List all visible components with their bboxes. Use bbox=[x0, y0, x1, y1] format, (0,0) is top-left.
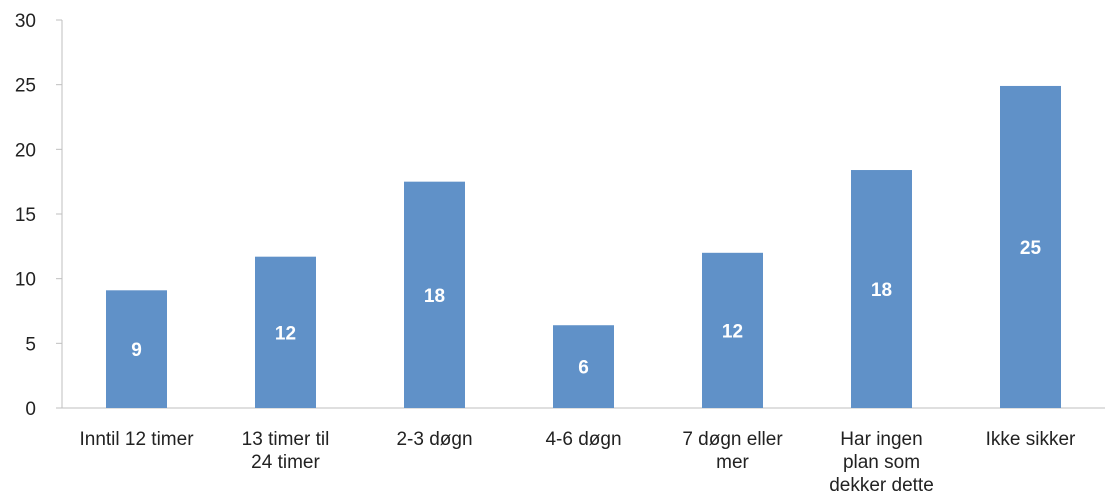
x-tick-label-line: Inntil 12 timer bbox=[79, 429, 194, 450]
data-label: 6 bbox=[578, 358, 589, 379]
y-tick-label: 20 bbox=[15, 140, 36, 161]
bar bbox=[404, 181, 465, 408]
bar bbox=[851, 170, 912, 408]
data-label: 12 bbox=[275, 323, 296, 344]
x-tick-label-line: Ikke sikker bbox=[986, 429, 1076, 450]
x-tick-label-line: 4-6 døgn bbox=[545, 429, 621, 450]
x-tick-label-line: Har ingen bbox=[840, 429, 922, 450]
x-tick-label: 13 timer til 24 timer bbox=[242, 429, 330, 473]
x-tick-label-line: 24 timer bbox=[251, 452, 320, 473]
y-tick-label: 5 bbox=[25, 334, 36, 355]
x-tick-label: Ikke sikker bbox=[986, 429, 1076, 450]
x-axis-labels: Inntil 12 timer 13 timer til 24 timer 2-3 d… bbox=[79, 429, 1076, 496]
bar bbox=[702, 252, 763, 408]
y-tick-label: 10 bbox=[15, 270, 36, 291]
data-label: 18 bbox=[871, 280, 892, 301]
y-tick-label: 30 bbox=[15, 11, 36, 32]
x-tick-label-line: 13 timer til bbox=[242, 429, 330, 450]
x-tick-label: Har ingen plan som dekker dette bbox=[829, 429, 934, 496]
data-label: 12 bbox=[722, 321, 743, 342]
y-tick-label: 25 bbox=[15, 76, 36, 97]
y-axis-ticks: 0 5 10 15 20 25 30 bbox=[15, 11, 62, 420]
x-tick-label: Inntil 12 timer bbox=[79, 429, 194, 450]
bar bbox=[255, 256, 316, 408]
data-label: 25 bbox=[1020, 238, 1042, 259]
x-tick-label-line: 7 døgn eller bbox=[682, 429, 783, 450]
bar bbox=[1000, 85, 1061, 409]
x-tick-label: 7 døgn eller mer bbox=[682, 429, 783, 473]
x-tick-label-line: 2-3 døgn bbox=[396, 429, 472, 450]
x-tick-label-line: dekker dette bbox=[829, 475, 934, 496]
x-tick-label-line: plan som bbox=[843, 452, 920, 473]
bar-series: 9 12 18 6 12 18 25 bbox=[106, 85, 1061, 409]
bar bbox=[553, 325, 614, 408]
y-tick-label: 0 bbox=[25, 399, 36, 420]
y-tick-label: 15 bbox=[15, 205, 36, 226]
x-tick-label-line: mer bbox=[716, 452, 749, 473]
x-tick-label: 2-3 døgn bbox=[396, 429, 472, 450]
data-label: 18 bbox=[424, 286, 445, 307]
data-label: 9 bbox=[131, 340, 142, 361]
x-tick-label: 4-6 døgn bbox=[545, 429, 621, 450]
bar bbox=[106, 290, 167, 408]
